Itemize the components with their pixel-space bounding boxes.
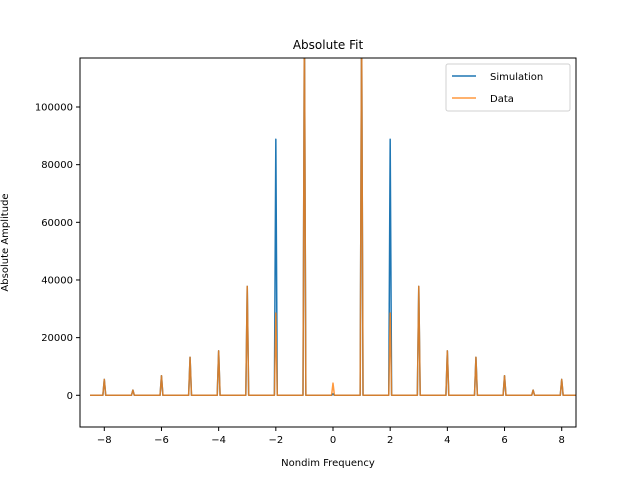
y-tick-label: 100000 — [35, 103, 73, 114]
x-tick-label: 8 — [559, 435, 565, 446]
x-tick-label: 0 — [330, 435, 336, 446]
legend-box — [445, 63, 571, 112]
y-axis: 0 20000 40000 60000 80000 100000 — [35, 103, 80, 402]
x-tick-label: 4 — [444, 435, 450, 446]
series-layer — [90, 58, 576, 397]
x-tick-label: −6 — [154, 435, 169, 446]
y-tick-label: 40000 — [41, 275, 73, 286]
y-tick-label: 60000 — [41, 218, 73, 229]
x-tick-label: 6 — [501, 435, 507, 446]
y-axis-label: Absolute Amplitude — [0, 193, 11, 291]
series-line-data — [90, 58, 576, 397]
legend-entry-simulation: Simulation — [490, 72, 543, 83]
x-axis-label: Nondim Frequency — [281, 458, 375, 469]
y-tick-label: 80000 — [41, 160, 73, 171]
y-tick-label: 0 — [67, 391, 73, 402]
y-tick-label: 20000 — [41, 333, 73, 344]
legend: Simulation Data — [445, 63, 571, 112]
x-tick-label: −8 — [97, 435, 112, 446]
chart-title: Absolute Fit — [293, 38, 364, 52]
legend-entry-data: Data — [490, 94, 514, 105]
x-axis: −8 −6 −4 −2 0 2 4 6 8 — [97, 427, 565, 446]
x-tick-label: −4 — [211, 435, 226, 446]
x-tick-label: −2 — [268, 435, 283, 446]
plot-frame — [79, 57, 577, 428]
x-tick-label: 2 — [387, 435, 393, 446]
